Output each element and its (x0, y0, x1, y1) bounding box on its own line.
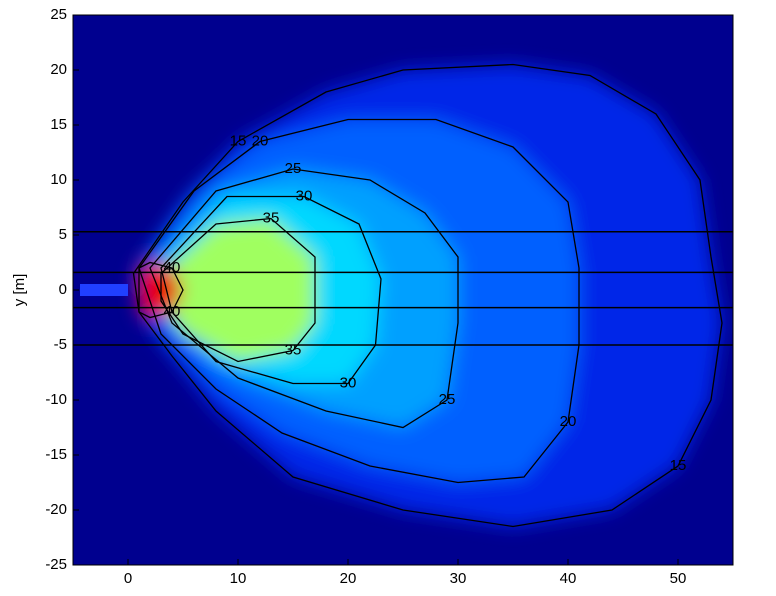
contour-label: 35 (263, 209, 280, 226)
y-tick-label: 5 (59, 226, 67, 243)
x-tick-label: 40 (560, 570, 577, 587)
y-tick-label: 10 (50, 171, 67, 188)
y-tick-label: -10 (45, 391, 67, 408)
contour-fill (161, 218, 315, 362)
contour-line (160, 217, 316, 363)
fill-group (133, 64, 722, 527)
contour-label: 25 (285, 160, 302, 177)
contour-label: 30 (340, 374, 357, 391)
contour-label: 20 (252, 132, 269, 149)
y-tick-label: -20 (45, 501, 67, 518)
contour-label: 20 (560, 413, 577, 430)
contour-label: 40 (164, 303, 181, 320)
y-tick-label: -5 (54, 336, 67, 353)
contour-label: 40 (164, 259, 181, 276)
contour-label: 35 (285, 341, 302, 358)
color-field: 15 15 20 20 25 25 30 30 35 35 40 40 (73, 15, 733, 565)
x-tick-label: 50 (670, 570, 687, 587)
y-axis-label: y [m] (11, 274, 28, 307)
y-tick-label: 20 (50, 61, 67, 78)
contour-line (138, 261, 184, 319)
x-tick-label: 30 (450, 570, 467, 587)
y-tick-label: 0 (59, 281, 67, 298)
contour-line (149, 168, 459, 429)
y-tick-label: -25 (45, 556, 67, 573)
contour-label: 25 (439, 391, 456, 408)
contour-label: 15 (230, 132, 247, 149)
x-tick-label: 20 (340, 570, 357, 587)
contour-label: 15 (670, 457, 687, 474)
x-tick-label: 10 (230, 570, 247, 587)
y-tick-label: 15 (50, 116, 67, 133)
source (80, 284, 128, 296)
x-tick-label: 0 (124, 570, 132, 587)
contour-line (132, 63, 723, 528)
y-tick-label: 25 (50, 6, 67, 23)
y-tick-label: -15 (45, 446, 67, 463)
contour-label: 30 (296, 187, 313, 204)
overlay: -25 -20 -15 -10 -5 0 5 10 15 20 25 0 10 20 30 40 50 (45, 6, 734, 587)
